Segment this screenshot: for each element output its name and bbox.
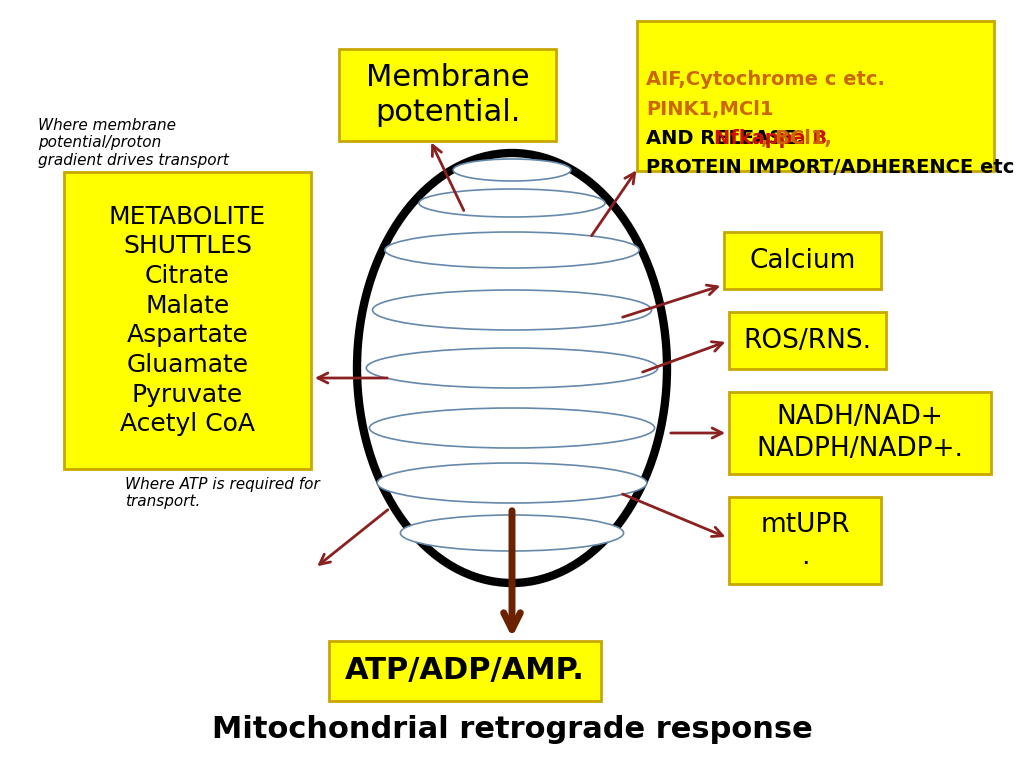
Ellipse shape: [370, 408, 654, 448]
FancyBboxPatch shape: [339, 49, 556, 141]
Ellipse shape: [357, 153, 667, 583]
Text: AND RELEASE.: AND RELEASE.: [646, 129, 811, 147]
Ellipse shape: [400, 515, 624, 551]
Text: Nfkappa B: Nfkappa B: [714, 129, 826, 147]
FancyBboxPatch shape: [637, 21, 994, 171]
FancyBboxPatch shape: [63, 172, 311, 469]
Text: , BCl1,: , BCl1,: [761, 129, 831, 147]
Text: Where ATP is required for
transport.: Where ATP is required for transport.: [125, 477, 319, 509]
Text: NADH/NAD+
NADPH/NADP+.: NADH/NAD+ NADPH/NADP+.: [757, 404, 964, 462]
Text: METABOLITE
SHUTTLES
Citrate
Malate
Aspartate
Gluamate
Pyruvate
Acetyl CoA: METABOLITE SHUTTLES Citrate Malate Aspar…: [109, 204, 266, 436]
Text: ATP/ADP/AMP.: ATP/ADP/AMP.: [345, 657, 585, 686]
Text: Where membrane
potential/proton
gradient drives transport: Where membrane potential/proton gradient…: [38, 118, 229, 168]
Ellipse shape: [377, 463, 647, 503]
FancyBboxPatch shape: [329, 641, 601, 701]
Text: Membrane
potential.: Membrane potential.: [366, 62, 529, 127]
Text: Mitochondrial retrograde response: Mitochondrial retrograde response: [212, 716, 812, 744]
Text: Calcium: Calcium: [750, 247, 856, 273]
Text: PROTEIN IMPORT/ADHERENCE etc: PROTEIN IMPORT/ADHERENCE etc: [646, 158, 1015, 177]
Text: AIF,Cytochrome c etc.: AIF,Cytochrome c etc.: [646, 71, 885, 89]
FancyBboxPatch shape: [729, 392, 991, 474]
Ellipse shape: [385, 232, 639, 268]
Ellipse shape: [367, 348, 657, 388]
Text: ROS/RNS.: ROS/RNS.: [743, 327, 871, 353]
Text: mtUPR
.: mtUPR .: [760, 511, 850, 570]
Text: PINK1,MCl1: PINK1,MCl1: [646, 100, 773, 118]
FancyBboxPatch shape: [729, 497, 881, 584]
FancyBboxPatch shape: [724, 232, 881, 289]
Ellipse shape: [453, 159, 571, 181]
FancyBboxPatch shape: [729, 312, 886, 369]
Ellipse shape: [373, 290, 651, 330]
Ellipse shape: [419, 189, 605, 217]
